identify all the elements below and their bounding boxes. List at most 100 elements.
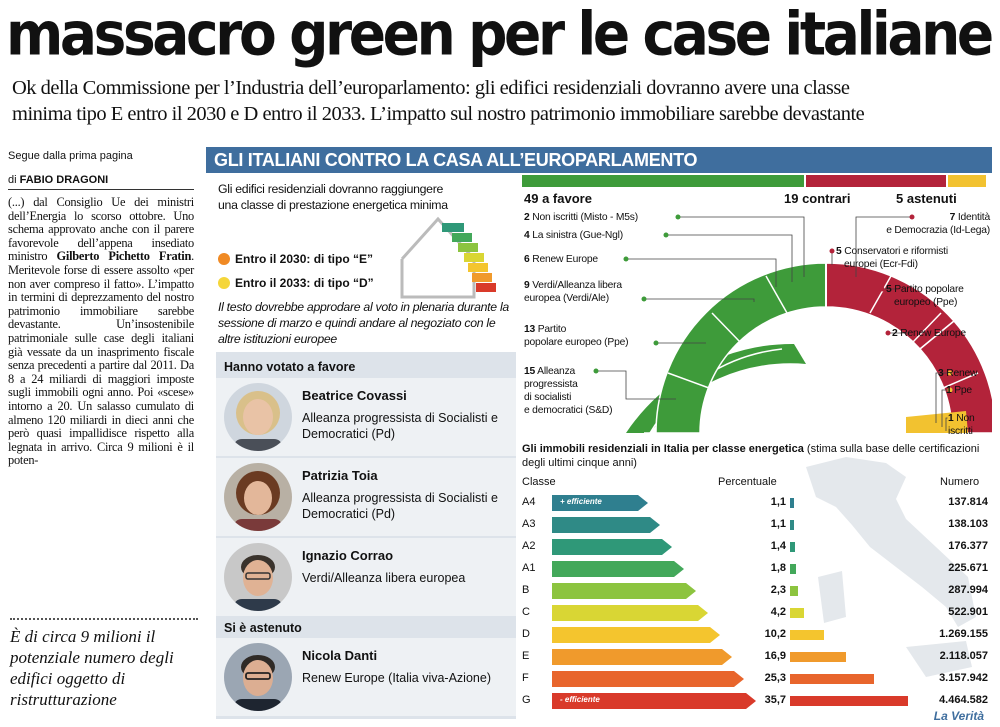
energy-count: 522.901 xyxy=(948,606,988,618)
avatar xyxy=(224,463,292,531)
energy-count: 287.994 xyxy=(948,584,988,596)
group-label: 5 Partito popolare europeo (Ppe) xyxy=(886,284,964,308)
energy-class: A3 xyxy=(522,518,536,530)
person-party: Alleanza progressista di Socialisti e De… xyxy=(302,491,498,521)
energy-row: F 25,3 3.157.942 xyxy=(522,670,992,688)
group-label: 2 Renew Europe xyxy=(892,328,966,339)
energy-count: 225.671 xyxy=(948,562,988,574)
headline: massacro green per le case italiane xyxy=(6,0,994,69)
byline-prefix: di xyxy=(8,174,17,186)
person-party: Alleanza progressista di Socialisti e De… xyxy=(302,411,498,441)
energy-row: E 16,9 2.118.057 xyxy=(522,648,992,666)
abstain-title: Si è astenuto xyxy=(224,621,302,635)
vote-panel: Hanno votato a favore Beatrice Covassi A… xyxy=(216,352,516,719)
energy-row: B 2,3 287.994 xyxy=(522,582,992,600)
tag-bottom: - efficiente xyxy=(560,695,600,704)
energy-bar xyxy=(790,520,794,530)
person-name: Nicola Danti xyxy=(302,648,378,663)
person-name: Patrizia Toia xyxy=(302,468,378,483)
energy-percent: 1,1 xyxy=(770,518,786,530)
energy-bar xyxy=(790,564,796,574)
energy-arrow xyxy=(552,561,684,577)
favor-bar xyxy=(522,175,804,187)
subhead-line-1: Ok della Commissione per l’Industria del… xyxy=(12,77,850,99)
body-part-2: . Meritevole forse di essere assolto «pe… xyxy=(8,249,194,468)
energy-arrow xyxy=(552,627,720,643)
energy-arrow xyxy=(552,649,732,665)
energy-count: 2.118.057 xyxy=(939,650,988,662)
group-label-line2: e Democrazia (Id-Lega) xyxy=(886,225,990,236)
col-class-header: Classe xyxy=(522,476,556,488)
energy-count: 1.269.155 xyxy=(939,628,988,640)
energy-bar xyxy=(790,542,795,552)
person-card: Nicola Danti Renew Europe (Italia viva-A… xyxy=(216,638,516,716)
energy-bar xyxy=(790,674,874,684)
group-label: 9 Verdi/Alleanza libera europea (Verdi/Al… xyxy=(524,280,622,304)
against-count: 19 contrari xyxy=(784,191,851,206)
energy-arrow xyxy=(552,605,708,621)
energy-bar xyxy=(790,630,824,640)
abstain-bar xyxy=(948,175,986,187)
energy-percent: 35,7 xyxy=(764,694,786,706)
person-card: Beatrice Covassi Alleanza progressista d… xyxy=(216,378,516,456)
group-label: 1 Non iscritti xyxy=(948,413,975,437)
person-name: Beatrice Covassi xyxy=(302,388,407,403)
energy-count: 3.157.942 xyxy=(939,672,988,684)
article-column: Segue dalla prima pagina di FABIO DRAGON… xyxy=(8,150,194,468)
energy-row: A4 + efficiente 1,1 137.814 xyxy=(522,494,992,512)
legend-2033-label: Entro il 2033: di tipo “D” xyxy=(235,276,374,290)
energy-bar xyxy=(790,652,846,662)
energy-percent: 4,2 xyxy=(770,606,786,618)
energy-count: 138.103 xyxy=(948,518,988,530)
newspaper-logo: La Verità xyxy=(933,709,984,723)
col-pct-header: Percentuale xyxy=(718,476,777,488)
group-label: 2 Non iscritti (Misto - M5s) xyxy=(524,212,638,223)
energy-row: G - efficiente 35,7 4.464.582 xyxy=(522,692,992,710)
person-name: Ignazio Corrao xyxy=(302,548,394,563)
energy-percent: 16,9 xyxy=(764,650,786,662)
energy-class: G xyxy=(522,694,531,706)
group-label: 6 Renew Europe xyxy=(524,254,598,265)
energy-row: A2 1,4 176.377 xyxy=(522,538,992,556)
energy-arrow: - efficiente xyxy=(552,693,756,709)
subheadline: Ok della Commissione per l’Industria del… xyxy=(12,75,992,127)
energy-bar xyxy=(790,696,908,706)
person-party: Verdi/Alleanza libera europea xyxy=(302,571,466,585)
person-card: Ignazio Corrao Verdi/Alleanza libera eur… xyxy=(216,538,516,616)
energy-row: A1 1,8 225.671 xyxy=(522,560,992,578)
energy-class: A1 xyxy=(522,562,536,574)
energy-count: 4.464.582 xyxy=(939,694,988,706)
article-body: (...) dal Consiglio Ue dei ministri dell… xyxy=(8,195,194,468)
abstain-count: 5 astenuti xyxy=(896,191,957,206)
infographic-banner: GLI ITALIANI CONTRO LA CASA ALL’EUROPARL… xyxy=(206,147,992,173)
person-card: Patrizia Toia Alleanza progressista di S… xyxy=(216,458,516,536)
energy-arrow xyxy=(552,671,744,687)
energy-arrow: + efficiente xyxy=(552,495,648,511)
group-label: 13 Partito popolare europeo (Ppe) xyxy=(524,324,629,348)
energy-bar xyxy=(790,608,804,618)
energy-class: F xyxy=(522,672,529,684)
person-party: Renew Europe (Italia viva-Azione) xyxy=(302,671,491,685)
legend-2033: Entro il 2033: di tipo “D” xyxy=(218,276,374,290)
segue-label: Segue dalla prima pagina xyxy=(8,150,133,162)
avatar xyxy=(224,643,292,711)
col-num-header: Numero xyxy=(940,476,980,488)
energy-count: 176.377 xyxy=(948,540,988,552)
energy-class: A2 xyxy=(522,540,536,552)
group-label: 7 Identità xyxy=(949,212,991,223)
avatar xyxy=(224,383,292,451)
plenary-note: Il testo dovrebbe approdare al voto in p… xyxy=(218,300,509,346)
orange-dot-icon xyxy=(218,253,230,265)
energy-class: B xyxy=(522,584,530,596)
energy-row: D 10,2 1.269.155 xyxy=(522,626,992,644)
group-label: 1 Ppe xyxy=(946,385,972,396)
pull-quote: È di circa 9 milioni il potenziale numer… xyxy=(10,618,198,710)
legend-2030: Entro il 2030: di tipo “E” xyxy=(218,252,373,266)
energy-bar xyxy=(790,498,794,508)
yellow-dot-icon xyxy=(218,277,230,289)
avatar xyxy=(224,543,292,611)
energy-class: D xyxy=(522,628,530,640)
group-label: 4 La sinistra (Gue-Ngl) xyxy=(524,230,623,241)
body-bold-name: Gilberto Pichetto Fratin xyxy=(56,249,192,264)
energy-percent: 1,1 xyxy=(770,496,786,508)
